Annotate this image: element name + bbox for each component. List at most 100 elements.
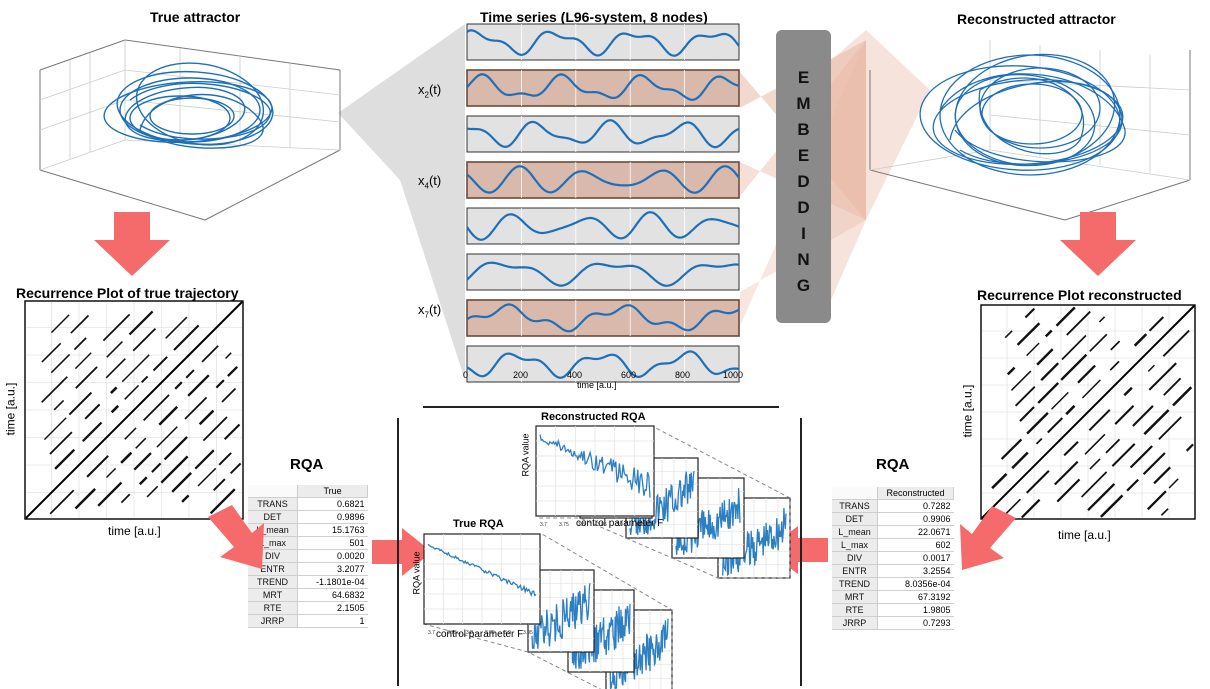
rp-recurrence-line — [132, 327, 157, 352]
rp-recurrence-line — [1005, 498, 1021, 515]
embedding-letter-0: E — [797, 68, 810, 87]
rp-recurrence-line — [1066, 310, 1091, 336]
rp-recurrence-line — [70, 314, 90, 334]
rqa-true-metric-value: 3.2077 — [297, 562, 368, 576]
rqa-table-reconstructed-header-row: Reconstructed — [832, 487, 954, 500]
rp-recurrence-line — [120, 493, 131, 504]
arrow-down-right — [1060, 212, 1136, 276]
rqa-table-reconstructed: Reconstructed TRANS 0.7282 DET 0.9906 L_mean… — [832, 487, 954, 630]
ts-tick-3: 600 — [621, 370, 637, 380]
rqa-rec-row: L_mean 22.0671 — [832, 525, 954, 539]
rqa-table-true-corner — [248, 485, 299, 498]
rqa-true-row: TRANS 0.6821 — [248, 497, 368, 511]
reconstructed-rqa-y-label: RQA value — [520, 433, 531, 477]
rp-recurrence-line — [86, 455, 109, 478]
rp-recurrence-line — [163, 436, 188, 461]
rqa-true-metric-value: 64.6832 — [297, 588, 368, 602]
rp-recurrence-line — [202, 416, 228, 442]
rqa-true-metric-value: 501 — [297, 536, 368, 550]
rqa-true-row: TREND -1.1801e-04 — [248, 575, 368, 589]
rqa-true-metric-value: 0.6821 — [297, 497, 368, 511]
rp-recurrence-line — [1020, 498, 1041, 519]
ts-series-line — [466, 303, 740, 333]
rec-rqa-x-tick: 3.85 — [597, 522, 607, 528]
rp-recurrence-line — [1160, 508, 1169, 516]
rp-recurrence-line — [106, 341, 123, 358]
rp-recurrence-line — [1000, 438, 1023, 460]
rqa-table-true-header: True — [297, 485, 368, 498]
ts-series-line — [466, 211, 740, 241]
rp-true-y-label: time [a.u.] — [3, 382, 18, 436]
rqa-true-metric-name: TRANS — [248, 497, 299, 511]
embedding-letter-6: I — [801, 224, 806, 243]
rp-recurrence-line — [1129, 445, 1153, 469]
rp-recurrence-line — [133, 452, 152, 471]
rqa-table-reconstructed-corner — [832, 487, 879, 500]
rp-recurrence-line — [1185, 443, 1194, 452]
rqa-rec-metric-value: 1.9805 — [877, 603, 954, 617]
rqa-rec-metric-name: L_max — [832, 538, 879, 552]
rp-recurrence-line — [142, 394, 170, 422]
rp-recurrence-line — [165, 316, 188, 339]
rp-recurrence-line — [1055, 306, 1076, 327]
rqa-rec-row: DET 0.9906 — [832, 512, 954, 526]
rqa-true-metric-name: RTE — [248, 601, 299, 615]
rec-rqa-x-tick: 3.9 — [616, 522, 623, 528]
rqa-true-metric-name: TREND — [248, 575, 299, 589]
ts-series-line — [466, 73, 740, 101]
rqa-true-row: RTE 2.1505 — [248, 601, 368, 615]
rqa-rec-row: JRRP 0.7293 — [832, 616, 954, 630]
true-rqa-stack-0-series — [609, 618, 669, 689]
rec-rqa-stack-outline — [537, 425, 791, 579]
rp-recurrence-line — [97, 481, 123, 507]
rp-recurrence-line — [141, 375, 149, 383]
rqa-rec-row: RTE 1.9805 — [832, 603, 954, 617]
rp-main-diagonal — [981, 305, 1195, 519]
rp-recurrence-line — [120, 451, 133, 464]
true-rqa-title: True RQA — [453, 518, 504, 530]
rp-recurrence-line — [82, 421, 103, 442]
rp-main-diagonal — [25, 301, 243, 519]
ts-tick-0: 0 — [463, 370, 469, 380]
true-rqa-x-tick: 3.85 — [485, 630, 495, 636]
rp-recurrence-line — [1036, 348, 1054, 366]
arrow-rp-to-rqa-left — [208, 505, 264, 569]
rp-recurrence-line — [187, 374, 210, 397]
ts-series-line — [466, 261, 740, 287]
true-rqa-x-tick: 3.95 — [523, 630, 533, 636]
ts-panel — [466, 115, 740, 153]
ts-panel — [466, 253, 740, 291]
ts-x-label: time [a.u.] — [577, 380, 617, 390]
rp-recurrence-line — [1025, 469, 1050, 494]
rp-recurrence-line — [1016, 322, 1041, 346]
rp-recurrence-line — [121, 354, 150, 383]
true-rqa-y-label: RQA value — [411, 551, 422, 595]
rp-recurrence-line — [1143, 409, 1170, 436]
rp-recurrence-line — [124, 427, 137, 440]
rqa-table-reconstructed-header: Reconstructed — [877, 487, 954, 500]
rp-recurrence-line — [151, 462, 162, 473]
rp-recurrence-line — [1006, 366, 1016, 376]
rqa-true-metric-value: 0.9896 — [297, 510, 368, 524]
rp-true-title: Recurrence Plot of true trajectory — [16, 285, 239, 301]
rqa-rec-metric-name: L_mean — [832, 525, 879, 539]
rqa-table-true: True TRANS 0.6821 DET 0.9896 L_mean 15.1763 L_… — [248, 485, 368, 628]
rp-recurrence-line — [1100, 494, 1124, 518]
rqa-true-metric-name: DET — [248, 510, 299, 524]
rqa-rec-metric-name: DET — [832, 512, 879, 526]
rp-reconstructed-x-label: time [a.u.] — [1058, 528, 1111, 542]
rqa-rec-metric-name: TRANS — [832, 499, 879, 513]
rp-recurrence-line — [1123, 386, 1133, 397]
true-rqa-x-tick: 3.9 — [504, 630, 511, 636]
rp-recurrence-line — [1105, 438, 1121, 454]
rp-recurrence-line — [158, 405, 179, 426]
true-rqa-x-tick: 3.8 — [466, 630, 473, 636]
rp-recurrence-line — [1011, 451, 1029, 470]
rp-recurrence-line — [1111, 443, 1136, 467]
ts-tick-4: 800 — [675, 370, 691, 380]
rp-recurrence-line — [110, 404, 120, 414]
rqa-true-row: DET 0.9896 — [248, 510, 368, 524]
rp-recurrence-line — [49, 489, 75, 515]
arrow-rp-to-rqa-right — [960, 506, 1016, 570]
rec-rqa-x-tick: 3.95 — [635, 522, 645, 528]
